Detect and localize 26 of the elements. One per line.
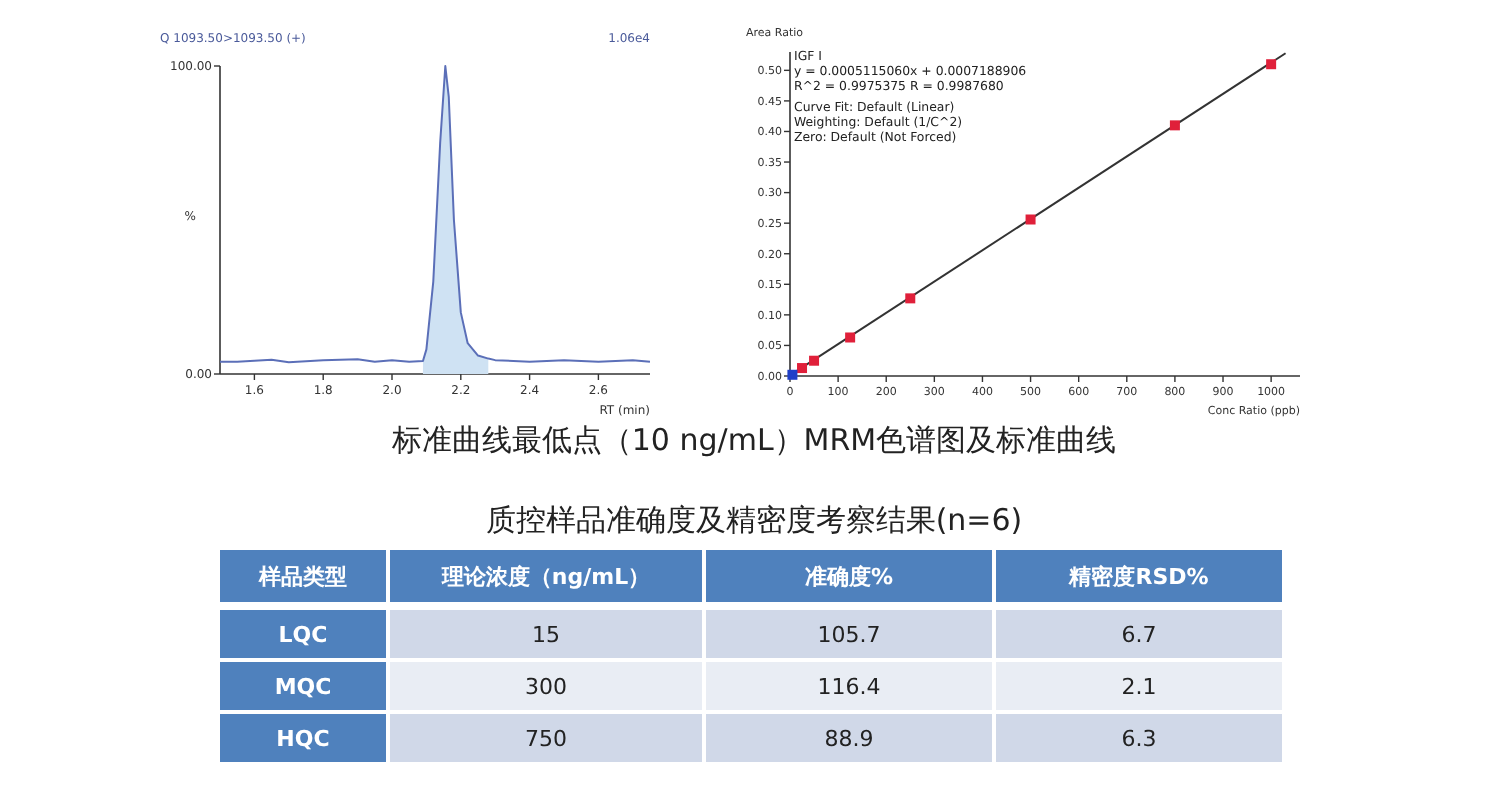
point [1169, 120, 1180, 131]
text: 标准曲线最低点（10 ng/mL）MRM色谱图及标准曲线 [389, 422, 1117, 458]
point [1266, 59, 1277, 70]
category-label: 精密度RSD% [1067, 564, 1209, 590]
line-series [219, 65, 651, 364]
category-label: HQC [276, 726, 330, 752]
point [905, 293, 916, 304]
text: 15 [532, 622, 560, 648]
text: 样品类型 [257, 564, 347, 590]
text: 750 [525, 726, 567, 752]
text: 6.3 [1121, 726, 1157, 752]
point [809, 355, 820, 366]
text: 88.9 [824, 726, 874, 752]
text: 2.1 [1121, 674, 1157, 700]
category-label: 理论浓度（ng/mL） [439, 564, 651, 590]
text: 质控样品准确度及精密度考察结果(n=6) [485, 502, 1023, 538]
point [845, 332, 856, 343]
text: 116.4 [817, 674, 881, 700]
category-label: LQC [278, 622, 328, 648]
text: 105.7 [817, 622, 881, 648]
text: 300 [525, 674, 567, 700]
text: 6.7 [1121, 622, 1157, 648]
point [1025, 214, 1036, 225]
point [797, 363, 808, 374]
category-label: 准确度% [804, 564, 894, 590]
category-label: MQC [274, 674, 332, 700]
